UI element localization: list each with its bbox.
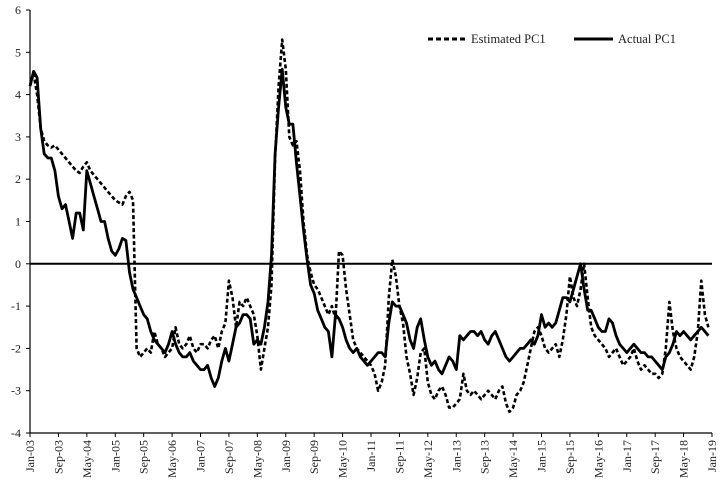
y-tick-label: 5 <box>15 45 21 59</box>
x-tick-label: May-14 <box>506 440 520 478</box>
x-tick-label: Sep-03 <box>51 440 65 474</box>
y-tick-label: -3 <box>11 384 21 398</box>
x-tick-label: Sep-13 <box>478 440 492 474</box>
x-tick-label: May-18 <box>677 440 691 478</box>
x-tick-label: Sep-05 <box>137 440 151 474</box>
x-tick-label: Sep-09 <box>307 440 321 474</box>
x-tick-label: Jan-07 <box>194 440 208 472</box>
x-tick-label: Jan-15 <box>535 440 549 472</box>
y-tick-label: -2 <box>11 341 21 355</box>
legend-label-estimated: Estimated PC1 <box>471 32 546 46</box>
x-tick-label: Jan-09 <box>279 440 293 472</box>
series-line-actual-pc1 <box>28 67 710 388</box>
y-tick-label: 2 <box>15 172 21 186</box>
x-tick-label: Sep-11 <box>392 440 406 474</box>
x-tick-label: Sep-07 <box>222 440 236 474</box>
x-tick-label: May-06 <box>165 440 179 478</box>
x-tick-label: May-04 <box>80 440 94 478</box>
legend: Estimated PC1 Actual PC1 <box>428 32 676 46</box>
x-axis: Jan-03 Sep-03 May-04 Jan-05 Sep-05 May-06 Jan-… <box>23 432 719 478</box>
y-tick-label: 4 <box>15 88 21 102</box>
x-tick-label: Jan-17 <box>620 440 634 472</box>
x-tick-label: May-10 <box>336 440 350 478</box>
x-tick-label: May-16 <box>591 440 605 478</box>
x-tick-label: Jan-05 <box>108 440 122 472</box>
y-tick-label: 0 <box>15 257 21 271</box>
y-tick-label: 3 <box>15 130 21 144</box>
y-tick-label: 1 <box>15 215 21 229</box>
x-tick-label: Jan-03 <box>23 440 37 472</box>
x-tick-label: May-12 <box>421 440 435 478</box>
x-tick-label: Jan-11 <box>364 440 378 472</box>
x-tick-label: Sep-17 <box>648 440 662 474</box>
y-tick-label: -4 <box>11 426 21 440</box>
y-axis: -4 -3 -2 -1 0 1 2 3 4 5 6 <box>11 3 712 440</box>
x-tick-label: Sep-15 <box>563 440 577 474</box>
y-tick-label: 6 <box>15 3 21 17</box>
y-tick-label: -1 <box>11 299 21 313</box>
series-line-estimated-pc1 <box>28 38 710 414</box>
x-tick-label: Jan-13 <box>449 440 463 472</box>
legend-label-actual: Actual PC1 <box>618 32 676 46</box>
x-tick-label: Jan-19 <box>705 440 719 472</box>
x-tick-label: May-08 <box>250 440 264 478</box>
series-layer <box>28 38 710 414</box>
